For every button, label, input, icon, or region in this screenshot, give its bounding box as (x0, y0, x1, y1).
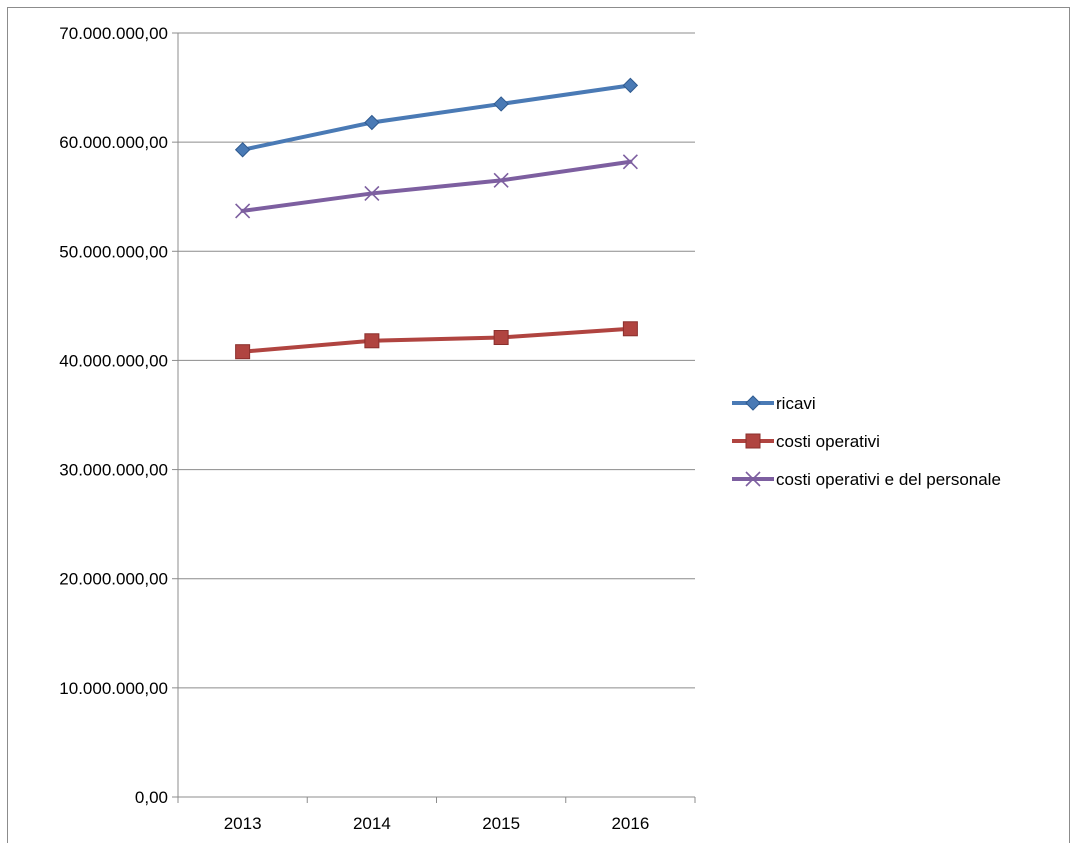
data-point (364, 185, 380, 202)
series-line (240, 159, 633, 213)
x-tick-label: 2016 (611, 814, 649, 833)
data-point (622, 321, 638, 337)
legend-marker (745, 471, 761, 487)
x-tick-label: 2013 (224, 814, 262, 833)
gridlines (178, 32, 695, 689)
x-tick-label: 2015 (482, 814, 520, 833)
data-point (493, 330, 509, 346)
data-point (234, 142, 251, 158)
data-point (622, 77, 639, 94)
y-tick-labels: 0,00 10.000.000,00 20.000.000,00 30.000.000… (59, 24, 168, 807)
series-line (240, 83, 633, 152)
series-ricavi (234, 77, 639, 158)
data-point (493, 172, 509, 188)
y-tick-label: 30.000.000,00 (59, 461, 168, 480)
x-tick-label: 2014 (353, 814, 391, 833)
legend: ricavi costi operativi costi operativi e d… (732, 394, 1001, 489)
axes (172, 32, 696, 803)
legend-label: ricavi (776, 394, 816, 413)
legend-item: costi operativi (732, 432, 880, 451)
y-tick-label: 20.000.000,00 (59, 570, 168, 589)
series-costi-operativi-e-del-personale (235, 154, 638, 219)
y-tick-label: 40.000.000,00 (59, 351, 168, 370)
y-tick-label: 0,00 (135, 788, 168, 807)
legend-marker (745, 433, 761, 449)
legend-label: costi operativi e del personale (776, 470, 1001, 489)
data-point (235, 203, 251, 219)
data-point (364, 333, 380, 349)
data-point (364, 114, 380, 131)
legend-item: costi operativi e del personale (732, 470, 1001, 489)
y-tick-label: 50.000.000,00 (59, 242, 168, 261)
series-group (234, 77, 639, 360)
data-point (622, 154, 638, 170)
y-tick-label: 70.000.000,00 (59, 24, 168, 43)
y-tick-label: 10.000.000,00 (59, 679, 168, 698)
chart-frame (7, 7, 1070, 843)
data-point (235, 344, 251, 360)
legend-marker (745, 395, 761, 411)
data-point (493, 96, 509, 112)
series-costi-operativi (235, 321, 638, 360)
series-line (240, 326, 633, 354)
legend-item: ricavi (732, 394, 816, 413)
legend-label: costi operativi (776, 432, 880, 451)
y-tick-label: 60.000.000,00 (59, 133, 168, 152)
x-tick-labels: 2013 2014 2015 2016 (224, 814, 650, 833)
